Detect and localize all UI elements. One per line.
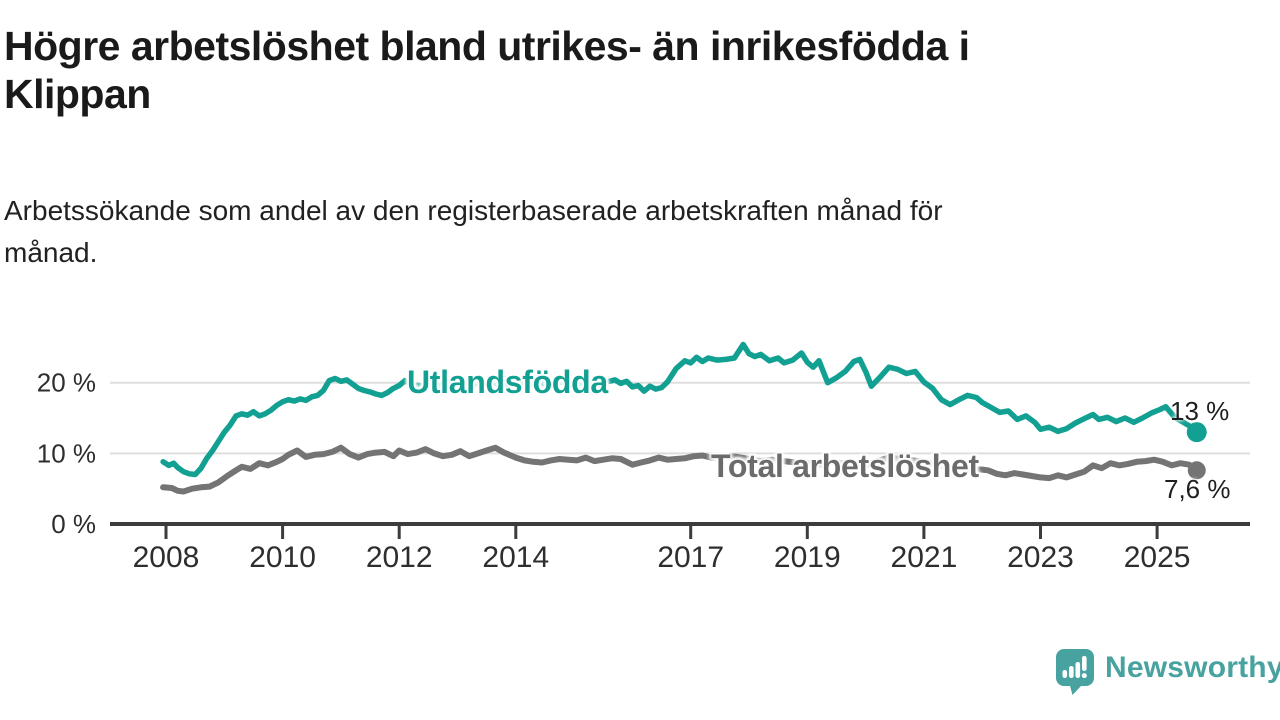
chart-subtitle: Arbetssökande som andel av den registerb… bbox=[4, 190, 1204, 274]
end-value-label-utlandsfodda: 13 % bbox=[1170, 396, 1230, 426]
x-tick-label: 2012 bbox=[366, 541, 433, 574]
logo-exclamation-dot bbox=[1081, 673, 1087, 679]
x-tick-label: 2025 bbox=[1124, 541, 1191, 574]
newsworthy-logo-icon bbox=[1056, 649, 1094, 695]
page-title: Högre arbetslöshet bland utrikes- än inr… bbox=[4, 22, 1204, 119]
chart-subtitle-line-1: Arbetssökande som andel av den registerb… bbox=[4, 195, 943, 226]
logo-bar-3 bbox=[1075, 662, 1081, 678]
x-tick-label: 2017 bbox=[657, 541, 724, 574]
x-tick-label: 2023 bbox=[1007, 541, 1074, 574]
x-tick-label: 2010 bbox=[249, 541, 316, 574]
chart-subtitle-line-2: månad. bbox=[4, 237, 98, 268]
series-label-utlandsfodda: Utlandsfödda bbox=[407, 364, 608, 400]
logo-bubble-shape bbox=[1056, 649, 1094, 695]
page-title-line-2: Klippan bbox=[4, 71, 151, 118]
newsworthy-logo: Newsworthy bbox=[1055, 648, 1280, 696]
series-end-dot-total bbox=[1187, 461, 1206, 480]
x-tick-label: 2021 bbox=[891, 541, 958, 574]
series-label-total-arbetsloshet: Total arbetslöshet bbox=[711, 448, 979, 484]
page-title-line-1: Högre arbetslöshet bland utrikes- än inr… bbox=[4, 23, 970, 69]
x-tick-label: 2008 bbox=[133, 541, 200, 574]
logo-bar-1 bbox=[1062, 670, 1068, 678]
x-tick-label: 2019 bbox=[774, 541, 841, 574]
y-tick-label: 20 % bbox=[37, 368, 96, 398]
series-line-utlandsfodda bbox=[160, 341, 1200, 478]
logo-exclamation-bar bbox=[1082, 656, 1087, 671]
x-tick-label: 2014 bbox=[482, 541, 549, 574]
series-end-dot-utlandsfodda bbox=[1186, 422, 1207, 443]
y-tick-label: 0 % bbox=[51, 509, 96, 539]
y-tick-label: 10 % bbox=[37, 438, 96, 468]
series-line-total bbox=[160, 444, 1200, 495]
end-value-label-total: 7,6 % bbox=[1164, 474, 1231, 504]
newsworthy-wordmark: Newsworthy bbox=[1105, 651, 1280, 684]
logo-bar-2 bbox=[1069, 666, 1074, 678]
